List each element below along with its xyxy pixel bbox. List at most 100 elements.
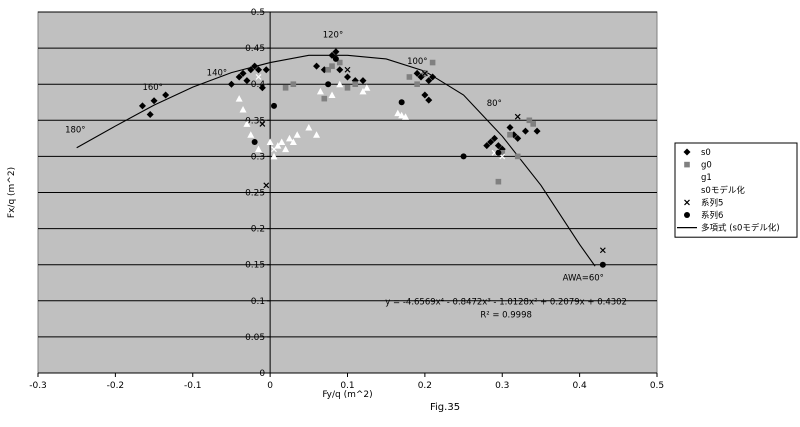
data-point [329,63,335,69]
x-marker [514,113,521,120]
diamond-marker [239,69,247,77]
data-point [507,131,513,138]
diamond-marker [421,91,429,99]
triangle-marker [255,145,263,153]
diamond-marker [146,111,154,119]
x-tick-label: 0.1 [340,381,354,391]
data-point [251,62,259,70]
data-point [243,77,251,85]
diamond-marker [683,148,691,156]
legend-marker [684,199,690,206]
square-marker [321,95,328,102]
angle-annotation: 100° [407,57,427,67]
y-tick-label: 0.4 [251,80,266,90]
diamond-marker [332,48,340,56]
triangle-marker [305,124,313,131]
y-tick-label: 0.3 [251,152,265,162]
triangle-marker [363,84,371,91]
y-tick-label: 0.5 [251,8,265,18]
legend-marker [684,212,690,218]
legend-label: 系列5 [701,197,723,208]
data-point [316,87,324,95]
square-marker [290,81,297,87]
triangle-marker [313,131,321,138]
data-point [328,91,336,99]
data-point [599,261,606,268]
data-point [305,124,313,131]
y-tick-label: 0.35 [245,116,265,126]
data-point [293,131,301,138]
data-point [271,146,277,153]
data-point [344,73,351,81]
data-point [530,121,536,127]
data-point [406,74,413,80]
x-tick-label: 0.3 [495,381,509,391]
x-marker [684,186,690,193]
y-tick-label: 0.45 [245,44,265,54]
data-point [494,142,502,150]
x-axis-title: Fy/q (m^2) [322,390,372,400]
data-point [495,178,502,185]
square-marker [414,81,420,87]
square-marker [526,117,533,124]
data-point [285,134,293,142]
data-point [414,81,420,87]
data-point [247,131,255,138]
triangle-marker [243,120,251,127]
x-marker [344,66,351,73]
legend-label: g1 [701,173,712,183]
data-point [289,138,297,145]
data-point [487,138,495,146]
triangle-marker [289,138,297,145]
data-point [258,84,266,92]
data-point [460,153,467,160]
legend-box [674,142,798,238]
data-point [336,80,344,88]
triangle-marker [282,145,290,153]
data-point [336,66,344,74]
data-point [359,77,367,85]
diamond-marker [262,66,270,74]
data-point [413,69,421,77]
data-point [521,127,529,135]
triangle-marker [293,131,301,138]
data-point [255,66,263,74]
angle-annotation: 120° [323,30,343,40]
diamond-marker [521,127,529,135]
diamond-marker [494,142,502,150]
data-point [402,113,410,120]
data-point [499,149,506,156]
x-tick-label: 0 [267,381,273,391]
diamond-marker [487,138,495,146]
x-marker [255,74,262,80]
data-point [429,73,437,81]
diamond-marker [429,73,437,81]
circle-marker [599,261,606,268]
triangle-marker [285,134,293,142]
x-marker [271,146,277,153]
data-point [239,105,247,113]
data-point [255,74,262,80]
data-point [344,85,351,91]
square-marker [495,178,502,185]
data-point [514,153,521,160]
angle-annotation: 140° [207,69,227,79]
diamond-marker [491,134,499,142]
data-point [363,84,371,91]
data-point [425,77,433,85]
circle-marker [495,149,502,156]
y-axis-title: Fx/q (m^2) [7,167,17,218]
data-point [247,66,255,74]
data-point [313,62,321,70]
data-point [325,66,331,73]
data-point [491,134,499,142]
legend-label: s0モデル化 [701,185,745,196]
x-tick-label: -0.1 [184,381,202,391]
square-marker [514,153,521,160]
figure-caption: Fig.35 [430,402,461,413]
data-point [290,81,297,87]
data-point [359,87,367,95]
data-point [282,145,290,153]
diamond-marker [425,96,433,104]
